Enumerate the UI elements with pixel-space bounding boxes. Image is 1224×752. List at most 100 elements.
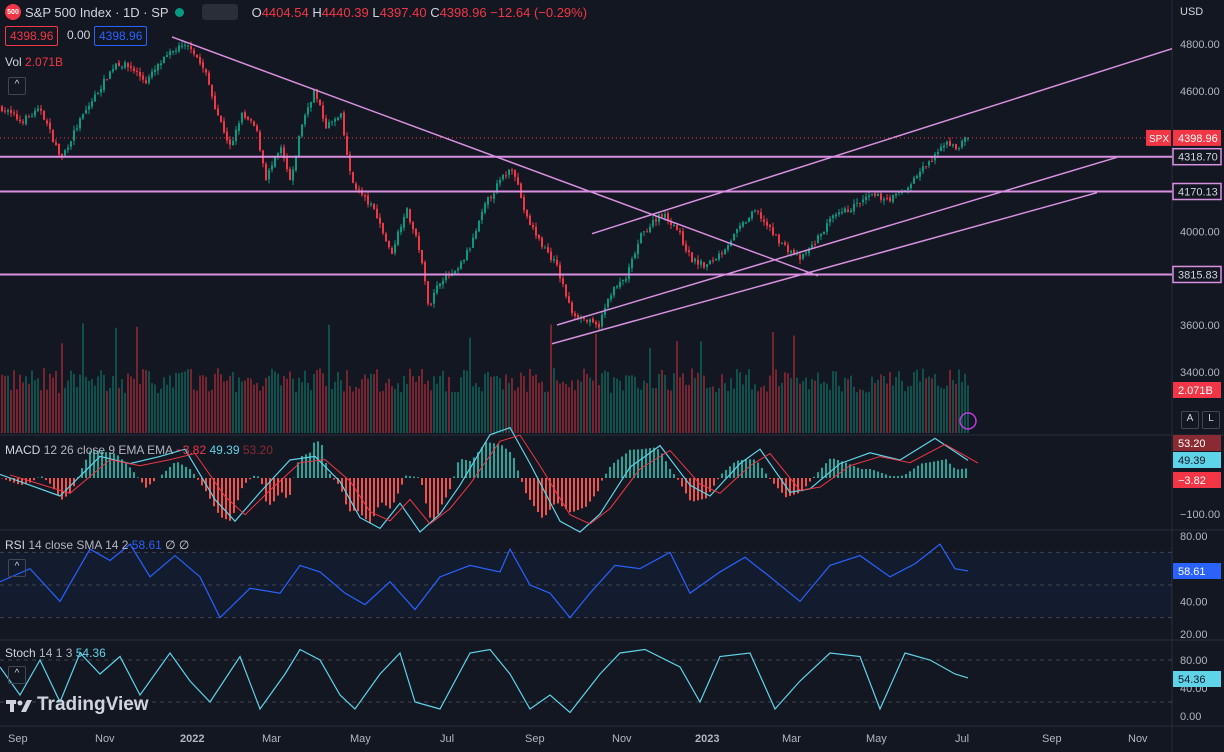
symbol-tag-box: [1146, 129, 1171, 146]
rsi-collapse-button[interactable]: ^: [8, 559, 26, 577]
alert-lightning-icon: [959, 412, 977, 430]
macd-histogram-bar: [593, 478, 595, 497]
candle-body: [52, 129, 54, 143]
volume-bar: [58, 392, 60, 433]
volume-bar: [529, 369, 531, 433]
macd-histogram-bar: [417, 477, 419, 478]
macd-histogram-bar: [93, 449, 95, 478]
volume-bar: [784, 372, 786, 433]
volume-bar: [943, 388, 945, 433]
log-scale-button[interactable]: L: [1202, 411, 1220, 429]
volume-bar: [55, 370, 57, 433]
volume-bar: [463, 369, 465, 433]
volume-bar: [700, 341, 702, 433]
macd-histogram-bar: [689, 478, 691, 501]
macd-histogram-bar: [161, 474, 163, 478]
macd-histogram-bar: [941, 460, 943, 478]
macd-histogram-bar: [153, 478, 155, 482]
volume-bar: [889, 372, 891, 433]
candle-body: [940, 146, 942, 151]
candle-body: [388, 240, 390, 248]
macd-histogram-bar: [869, 469, 871, 478]
macd-histogram-bar: [101, 451, 103, 478]
volume-bar: [115, 327, 117, 433]
candle-body: [937, 151, 939, 155]
volume-bar: [691, 368, 693, 433]
candle-body: [103, 78, 105, 91]
auto-scale-button[interactable]: A: [1181, 411, 1199, 429]
candle-body: [538, 234, 540, 239]
macd-histogram-bar: [849, 464, 851, 478]
candle-body: [532, 225, 534, 228]
volume-bar: [616, 378, 618, 433]
volume-bar: [916, 369, 918, 433]
volume-bar: [238, 377, 240, 433]
volume-bar: [46, 389, 48, 433]
macd-histogram-bar: [413, 476, 415, 478]
macd-histogram-bar: [653, 447, 655, 478]
volume-bar: [91, 378, 93, 433]
candle-body: [790, 250, 792, 253]
macd-histogram-bar: [29, 478, 31, 483]
volume-bar: [946, 385, 948, 433]
volume-bar: [550, 324, 552, 433]
macd-histogram-bar: [473, 457, 475, 478]
macd-histogram-bar: [601, 478, 603, 481]
candle-body: [268, 170, 270, 180]
volume-bar: [532, 375, 534, 433]
volume-bar: [436, 383, 438, 433]
candle-body: [607, 298, 609, 308]
candle-body: [523, 197, 525, 211]
stoch-collapse-button[interactable]: ^: [8, 666, 26, 684]
volume-bar: [286, 378, 288, 433]
macd-histogram-bar: [749, 459, 751, 478]
symbol-title[interactable]: S&P 500 Index · 1D · SP: [25, 4, 169, 20]
price-axis-label: 4600.00: [1180, 86, 1220, 98]
candle-body: [694, 258, 696, 262]
volume-bar: [748, 369, 750, 433]
volume-bar: [79, 374, 81, 433]
candle-body: [640, 233, 642, 243]
candle-body: [553, 258, 555, 261]
macd-histogram-bar: [529, 478, 531, 500]
volume-bar: [70, 370, 72, 433]
buy-price-button[interactable]: 4398.96: [94, 26, 148, 46]
candle-body: [844, 208, 846, 213]
macd-histogram-bar: [861, 469, 863, 478]
macd-histogram-bar: [913, 468, 915, 478]
candle-body: [316, 89, 318, 99]
candle-body: [313, 89, 315, 103]
sell-price-button[interactable]: 4398.96: [5, 26, 59, 46]
volume-bar: [589, 377, 591, 433]
candle-body: [43, 110, 45, 120]
stoch-axis-label: 0.00: [1180, 711, 1201, 723]
tradingview-logo[interactable]: TradingView: [6, 694, 149, 716]
volume-bar: [850, 375, 852, 433]
price-tag-stoch: 54.36: [1178, 674, 1206, 686]
tradingview-wordmark: TradingView: [37, 694, 149, 715]
candle-body: [601, 314, 603, 327]
volume-bar: [106, 390, 108, 433]
volume-bar: [271, 368, 273, 433]
volume-bar: [145, 370, 147, 433]
volume-bar: [958, 369, 960, 433]
candle-body: [550, 251, 552, 260]
macd-histogram-bar: [365, 478, 367, 520]
symbol-settings-button[interactable]: [201, 4, 238, 20]
currency-selector[interactable]: USD: [1180, 6, 1204, 18]
candle-body: [652, 220, 654, 227]
candle-body: [151, 71, 153, 78]
candle-body: [691, 252, 693, 263]
macd-histogram-bar: [81, 468, 83, 478]
candle-body: [751, 211, 753, 219]
macd-histogram-bar: [789, 478, 791, 496]
volume-bar: [397, 383, 399, 433]
volume-legend: Vol 2.071B: [5, 55, 64, 69]
candle-body: [85, 109, 87, 114]
volume-bar: [310, 390, 312, 433]
macd-histogram-bar: [249, 478, 251, 480]
volume-bar: [760, 387, 762, 433]
price-collapse-button[interactable]: ^: [8, 77, 26, 95]
candle-body: [802, 254, 804, 259]
